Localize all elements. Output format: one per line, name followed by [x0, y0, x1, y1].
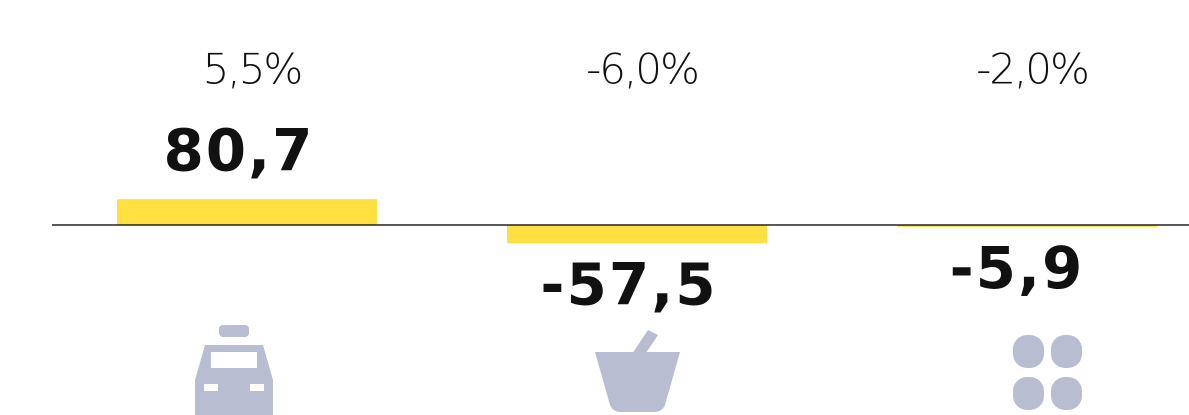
- change-label: -6,0%: [586, 45, 698, 94]
- change-label: 5,5%: [203, 45, 302, 94]
- taxi-icon: [195, 325, 273, 415]
- value-label: -5,9: [950, 234, 1085, 302]
- change-label: -2,0%: [976, 45, 1088, 94]
- apps-icon: [1013, 335, 1082, 410]
- icons: [195, 325, 1082, 415]
- value-label: 80,7: [163, 116, 314, 184]
- bar: [507, 225, 767, 244]
- value-label: -57,5: [540, 251, 717, 319]
- bar: [117, 199, 377, 225]
- bar: [897, 225, 1157, 227]
- basket-icon: [595, 330, 680, 412]
